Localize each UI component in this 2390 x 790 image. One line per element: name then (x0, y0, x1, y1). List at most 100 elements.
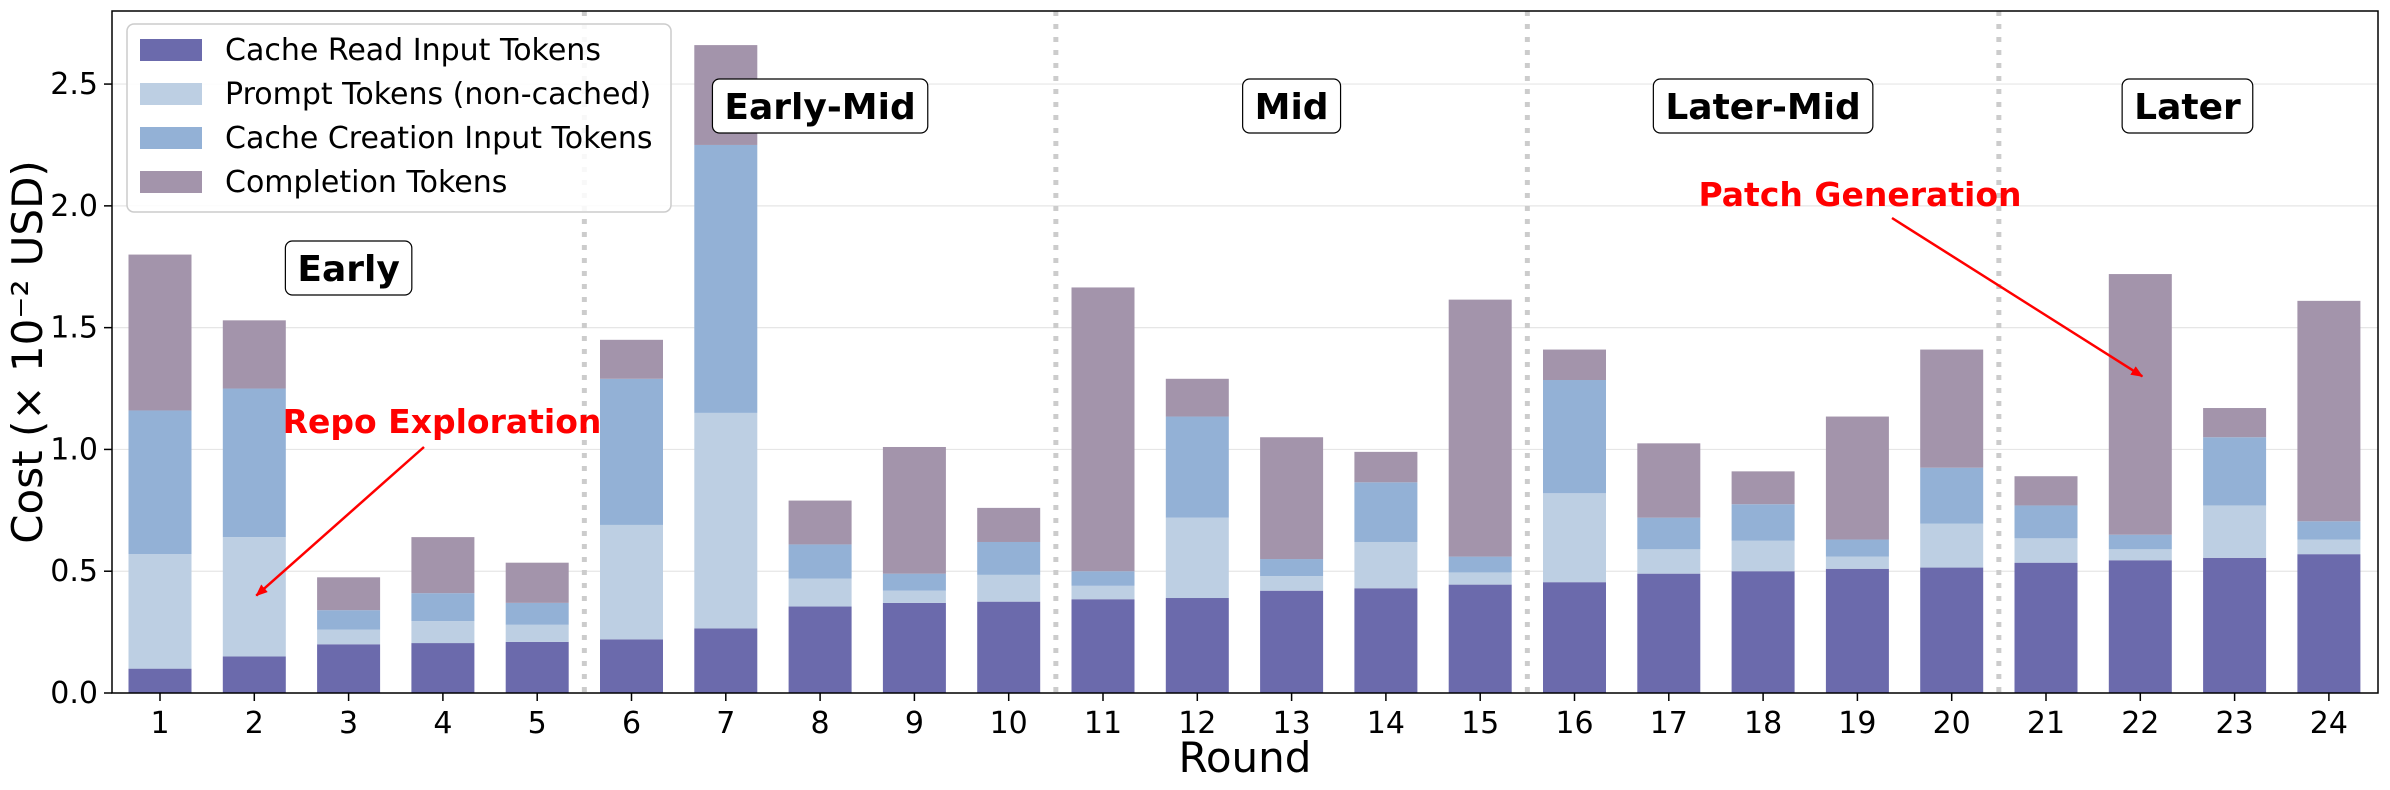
bar-segment (2297, 539, 2361, 555)
phase-label-text: Early-Mid (724, 87, 915, 128)
phase-label-text: Later-Mid (1665, 87, 1861, 128)
legend-swatch (140, 127, 202, 149)
bars (128, 45, 2361, 693)
y-tick-label: 1.0 (50, 432, 98, 467)
legend-swatch (140, 39, 202, 61)
y-tick-label: 2.0 (50, 189, 98, 224)
x-tick-label: 5 (528, 706, 547, 741)
annotation-arrow (255, 446, 425, 597)
bar-segment (600, 524, 663, 640)
phase-label: Later-Mid (1652, 78, 1874, 134)
x-tick-label: 3 (339, 706, 358, 741)
bar-segment (222, 656, 286, 693)
bar-segment (1354, 482, 1418, 542)
bar-segment (1920, 567, 1984, 693)
bar-segment (411, 643, 475, 693)
y-axis-title: Cost (× 10⁻² USD) (3, 160, 52, 544)
x-tick-label: 23 (2216, 706, 2254, 741)
bar-segment (2014, 538, 2078, 563)
bar-segment (222, 388, 286, 538)
x-tick-label: 11 (1084, 706, 1122, 741)
bar-segment (882, 590, 946, 603)
bar-segment (1071, 287, 1135, 572)
bar-segment (128, 410, 192, 555)
bar-segment (505, 562, 569, 603)
bar-segment (1543, 380, 1606, 494)
bar-segment (788, 544, 852, 579)
x-tick-label: 22 (2121, 706, 2159, 741)
plot-frame (111, 10, 2379, 694)
x-tick-label: 8 (811, 706, 830, 741)
bar-segment (882, 446, 946, 574)
bar-segment (788, 606, 852, 693)
x-tick-label: 16 (1555, 706, 1593, 741)
x-tick-label: 17 (1650, 706, 1688, 741)
bar-segment (1071, 599, 1135, 693)
bar-segment (317, 629, 381, 645)
bar-segment (505, 641, 569, 693)
bar-segment (1825, 539, 1889, 557)
phase-label-text: Mid (1255, 87, 1329, 128)
bar-segment (1448, 556, 1512, 573)
bar-segment (1354, 588, 1418, 693)
y-tick-label: 0.5 (50, 554, 98, 589)
bar-segment (1543, 493, 1606, 583)
bar-segment (1165, 378, 1229, 417)
legend-entry: Cache Creation Input Tokens (225, 121, 653, 156)
x-tick-label: 12 (1178, 706, 1216, 741)
bar-segment (317, 644, 381, 693)
legend-entry: Completion Tokens (225, 165, 507, 200)
bar-segment (600, 378, 663, 525)
bar-segment (1731, 471, 1795, 505)
x-tick-label: 9 (905, 706, 924, 741)
bar-segment (2108, 534, 2172, 550)
bar-segment (411, 537, 475, 594)
bar-segment (788, 578, 852, 607)
bar-segment (694, 628, 758, 693)
legend-swatch (140, 171, 202, 193)
bar-segment (788, 500, 852, 545)
bar-segment (2203, 557, 2267, 693)
legend-entry: Prompt Tokens (non-cached) (225, 77, 651, 112)
bar-segment (2014, 505, 2078, 539)
x-tick-label: 24 (2310, 706, 2348, 741)
bar-segment (2014, 562, 2078, 693)
bar-segment (694, 412, 758, 629)
phase-label-box (284, 240, 413, 296)
bar-segment (1731, 571, 1795, 693)
bar-segment (2203, 408, 2267, 438)
bar-segment (1354, 541, 1418, 589)
bar-segment (411, 621, 475, 644)
bar-segment (1920, 467, 1984, 524)
phase-label: Early-Mid (711, 78, 929, 134)
bar-segment (505, 624, 569, 642)
legend-swatch (140, 83, 202, 105)
phase-label: Later (2121, 78, 2254, 134)
bar-segment (2297, 300, 2361, 522)
bar-segment (1637, 517, 1701, 550)
bar-segment (1637, 573, 1701, 693)
bar-segment (882, 573, 946, 591)
bar-segment (2203, 505, 2267, 558)
phase-labels: Early Early-Mid Mid Later-Mid Later (284, 78, 2254, 296)
bar-segment (1825, 568, 1889, 693)
bar-segment (1260, 437, 1324, 560)
phase-dividers (581, 11, 2002, 693)
x-tick-label: 18 (1744, 706, 1782, 741)
bar-segment (1071, 585, 1135, 600)
x-tick-label: 19 (1838, 706, 1876, 741)
bar-segment (1448, 299, 1512, 557)
legend-entry: Cache Read Input Tokens (225, 33, 601, 68)
bar-segment (1354, 451, 1418, 483)
bar-segment (222, 537, 286, 657)
x-tick-label: 7 (716, 706, 735, 741)
bar-segment (128, 554, 192, 669)
y-tick-label: 2.5 (50, 67, 98, 102)
x-tick-label: 10 (990, 706, 1028, 741)
bar-segment (2014, 476, 2078, 506)
annotation: Repo Exploration (255, 402, 601, 597)
bar-segment (128, 254, 192, 411)
bar-segment (1920, 523, 1984, 568)
x-tick-label: 20 (1933, 706, 1971, 741)
